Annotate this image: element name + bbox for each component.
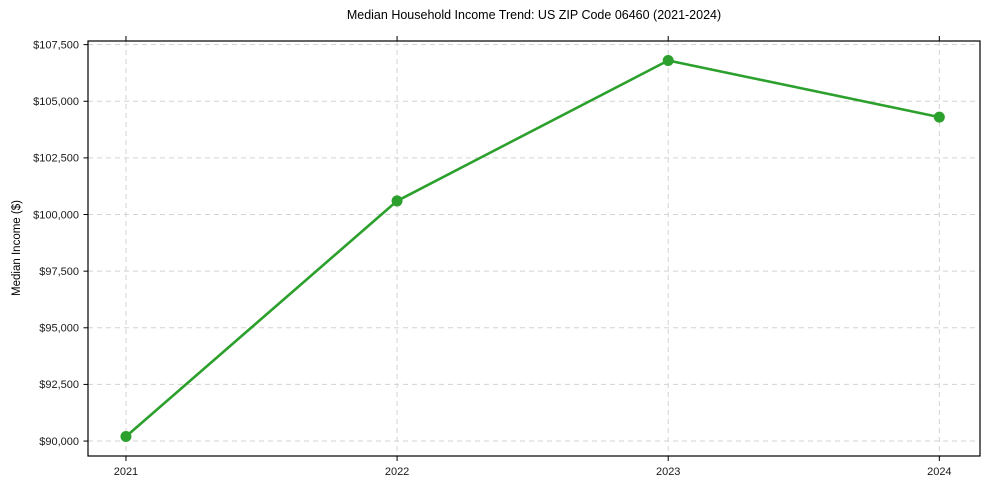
y-tick-labels: $90,000 $92,500 $95,000 $97,500 $100,000 $102… bbox=[33, 39, 79, 447]
plot-border bbox=[87, 40, 981, 457]
x-tick-label: 2023 bbox=[656, 466, 680, 478]
y-tick-label: $90,000 bbox=[39, 436, 79, 448]
trend-line bbox=[124, 59, 941, 438]
data-point-2024 bbox=[933, 111, 945, 123]
y-tick-label: $95,000 bbox=[39, 323, 79, 335]
x-tick-label: 2021 bbox=[114, 466, 138, 478]
gridlines bbox=[88, 41, 980, 456]
y-tick-label: $102,500 bbox=[33, 153, 79, 165]
x-tick-label: 2022 bbox=[385, 466, 409, 478]
data-point-2022 bbox=[391, 195, 403, 207]
tick-marks bbox=[83, 36, 940, 461]
y-tick-label: $97,500 bbox=[39, 266, 79, 278]
x-tick-labels: 2021 2022 2023 2024 bbox=[114, 466, 952, 478]
y-tick-label: $107,500 bbox=[33, 39, 79, 51]
y-tick-label: $92,500 bbox=[39, 379, 79, 391]
x-tick-label: 2024 bbox=[927, 466, 951, 478]
data-point-2021 bbox=[120, 431, 132, 443]
chart-title: Median Household Income Trend: US ZIP Co… bbox=[346, 8, 722, 22]
data-point-2023 bbox=[662, 54, 674, 66]
y-tick-label: $100,000 bbox=[33, 209, 79, 221]
y-tick-label: $105,000 bbox=[33, 96, 79, 108]
